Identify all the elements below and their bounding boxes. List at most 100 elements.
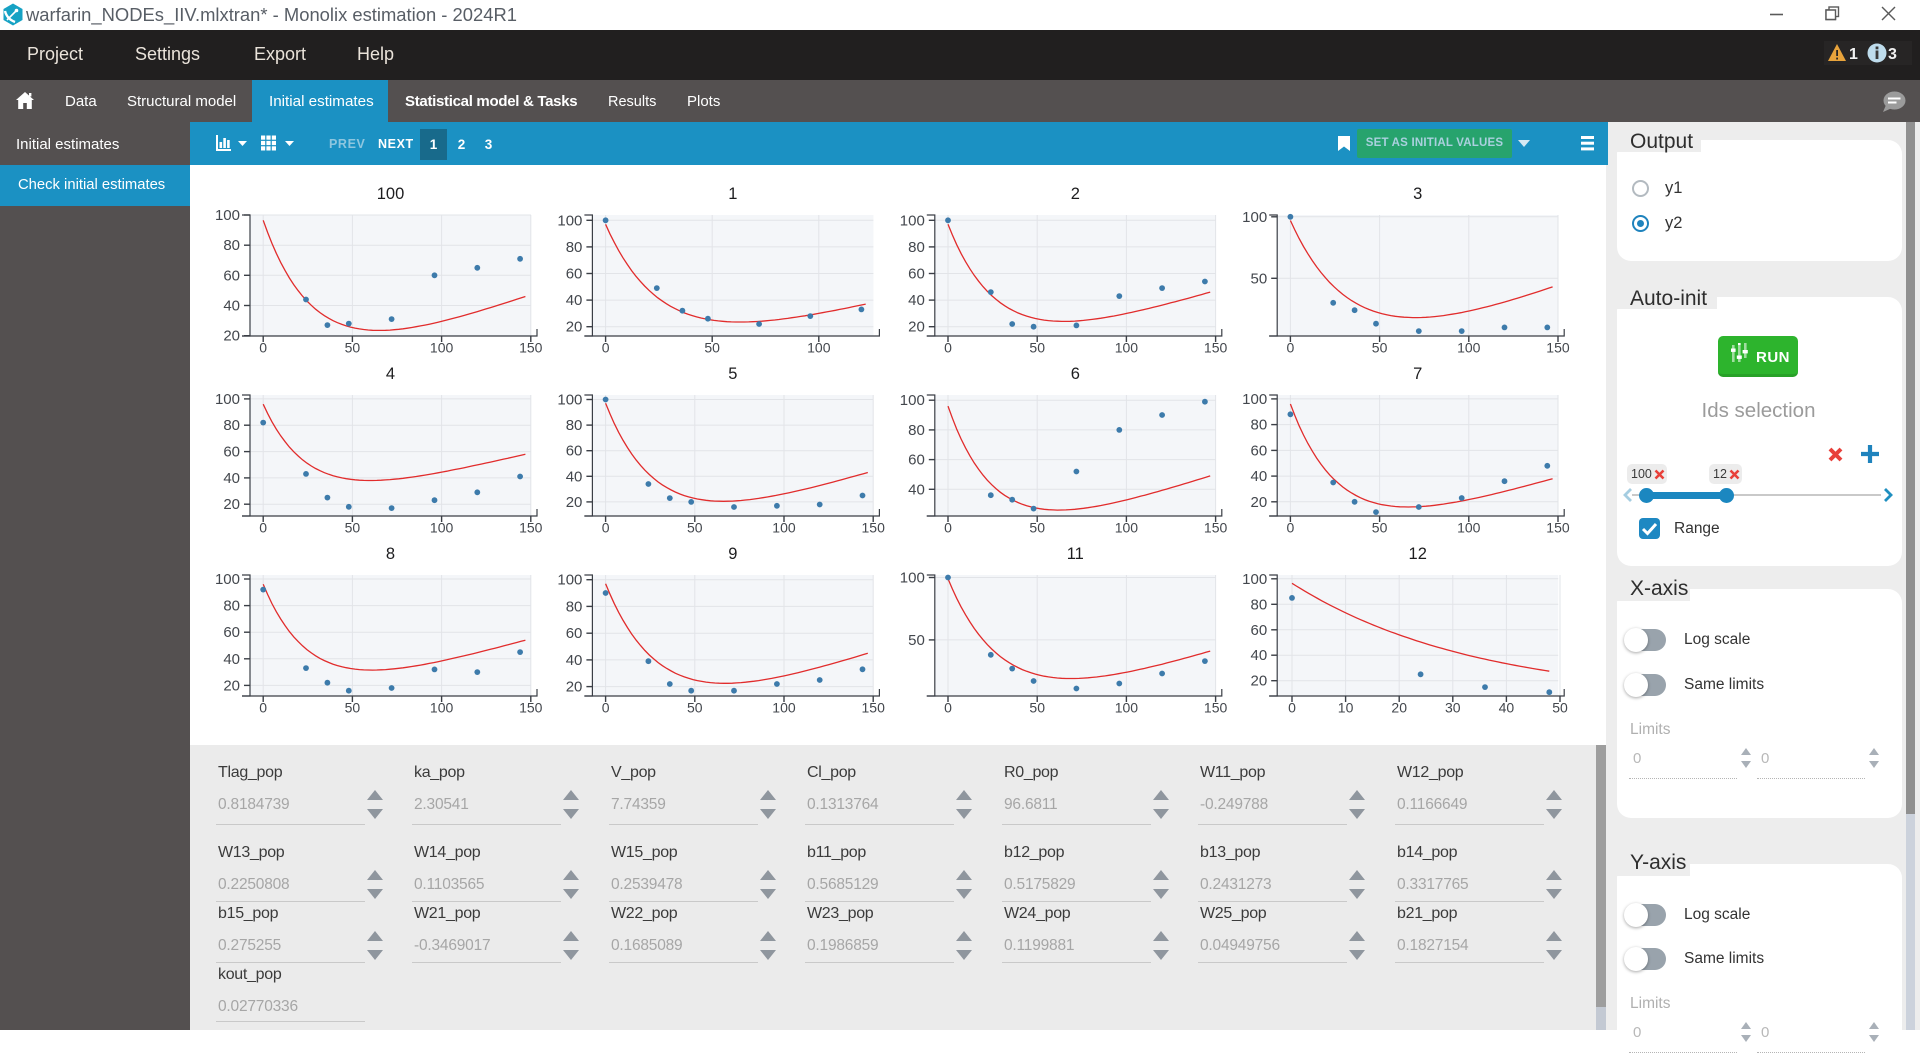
svg-text:80: 80 [1251, 417, 1268, 434]
svg-text:50: 50 [1029, 700, 1045, 716]
svg-text:0: 0 [1287, 340, 1295, 356]
svg-text:40: 40 [1251, 468, 1268, 485]
svg-text:60: 60 [908, 452, 925, 469]
svg-text:5: 5 [728, 365, 737, 383]
svg-text:100: 100 [1115, 520, 1139, 536]
svg-text:100: 100 [1457, 520, 1481, 536]
svg-text:50: 50 [345, 520, 361, 536]
svg-text:100: 100 [377, 185, 405, 203]
svg-text:40: 40 [223, 298, 240, 315]
svg-text:20: 20 [223, 496, 240, 513]
svg-text:80: 80 [566, 598, 583, 615]
svg-text:0: 0 [944, 340, 952, 356]
svg-text:50: 50 [687, 520, 703, 536]
svg-text:20: 20 [223, 677, 240, 694]
svg-text:3: 3 [1413, 185, 1422, 203]
svg-text:80: 80 [566, 239, 583, 256]
svg-text:0: 0 [602, 700, 610, 716]
svg-text:0: 0 [944, 520, 952, 536]
svg-text:100: 100 [900, 212, 925, 229]
svg-text:10: 10 [1338, 700, 1354, 716]
svg-text:100: 100 [1115, 340, 1139, 356]
svg-text:50: 50 [704, 340, 720, 356]
svg-text:60: 60 [908, 266, 925, 283]
svg-text:50: 50 [1029, 520, 1045, 536]
svg-text:100: 100 [772, 700, 796, 716]
svg-text:0: 0 [259, 340, 267, 356]
svg-text:100: 100 [900, 570, 925, 587]
svg-text:100: 100 [430, 700, 454, 716]
svg-text:80: 80 [1251, 596, 1268, 613]
svg-text:150: 150 [1204, 520, 1228, 536]
svg-text:150: 150 [1546, 520, 1570, 536]
svg-text:0: 0 [602, 340, 610, 356]
svg-text:100: 100 [215, 391, 240, 408]
svg-text:30: 30 [1445, 700, 1461, 716]
svg-text:40: 40 [908, 481, 925, 498]
svg-text:80: 80 [223, 237, 240, 254]
svg-text:80: 80 [908, 422, 925, 439]
svg-text:60: 60 [566, 266, 583, 283]
svg-text:150: 150 [1204, 700, 1228, 716]
svg-text:50: 50 [1372, 340, 1388, 356]
svg-text:40: 40 [1499, 700, 1515, 716]
svg-text:0: 0 [602, 520, 610, 536]
svg-text:50: 50 [345, 340, 361, 356]
svg-text:100: 100 [215, 571, 240, 588]
svg-text:20: 20 [1391, 700, 1407, 716]
svg-text:11: 11 [1067, 545, 1084, 563]
svg-text:0: 0 [1288, 700, 1296, 716]
svg-text:2: 2 [1071, 185, 1080, 203]
svg-text:100: 100 [430, 340, 454, 356]
svg-text:150: 150 [1546, 340, 1570, 356]
svg-text:50: 50 [908, 632, 925, 649]
svg-text:100: 100 [557, 392, 582, 409]
svg-text:1: 1 [1849, 46, 1858, 63]
svg-text:1: 1 [728, 185, 737, 203]
svg-text:9: 9 [728, 545, 737, 563]
svg-text:4: 4 [386, 365, 395, 383]
svg-text:40: 40 [223, 651, 240, 668]
svg-text:100: 100 [430, 520, 454, 536]
svg-text:100: 100 [557, 572, 582, 589]
svg-text:40: 40 [566, 652, 583, 669]
svg-text:80: 80 [908, 239, 925, 256]
svg-text:100: 100 [1457, 340, 1481, 356]
svg-text:0: 0 [944, 700, 952, 716]
svg-text:40: 40 [223, 470, 240, 487]
svg-text:50: 50 [1029, 340, 1045, 356]
svg-text:6: 6 [1071, 365, 1080, 383]
svg-text:60: 60 [223, 267, 240, 284]
svg-text:80: 80 [566, 417, 583, 434]
svg-text:60: 60 [223, 624, 240, 641]
svg-text:100: 100 [772, 520, 796, 536]
svg-text:20: 20 [566, 319, 583, 336]
svg-text:100: 100 [557, 212, 582, 229]
svg-text:0: 0 [259, 700, 267, 716]
svg-text:100: 100 [215, 207, 240, 224]
svg-text:0: 0 [259, 520, 267, 536]
svg-text:60: 60 [1251, 442, 1268, 459]
svg-text:60: 60 [1251, 622, 1268, 639]
svg-text:60: 60 [566, 625, 583, 642]
svg-text:150: 150 [519, 520, 543, 536]
svg-text:7: 7 [1413, 365, 1422, 383]
svg-text:20: 20 [566, 679, 583, 696]
svg-text:100: 100 [1242, 571, 1267, 588]
svg-text:50: 50 [1251, 270, 1268, 287]
svg-text:40: 40 [908, 292, 925, 309]
svg-text:50: 50 [687, 700, 703, 716]
svg-text:60: 60 [566, 443, 583, 460]
svg-text:20: 20 [566, 494, 583, 511]
svg-text:50: 50 [1552, 700, 1568, 716]
svg-text:0: 0 [1287, 520, 1295, 536]
svg-text:20: 20 [1251, 494, 1268, 511]
svg-text:12: 12 [1409, 545, 1427, 563]
svg-text:100: 100 [900, 392, 925, 409]
svg-text:80: 80 [223, 417, 240, 434]
svg-text:150: 150 [862, 520, 886, 536]
svg-text:50: 50 [345, 700, 361, 716]
svg-text:80: 80 [223, 598, 240, 615]
svg-text:100: 100 [1115, 700, 1139, 716]
svg-text:20: 20 [908, 319, 925, 336]
